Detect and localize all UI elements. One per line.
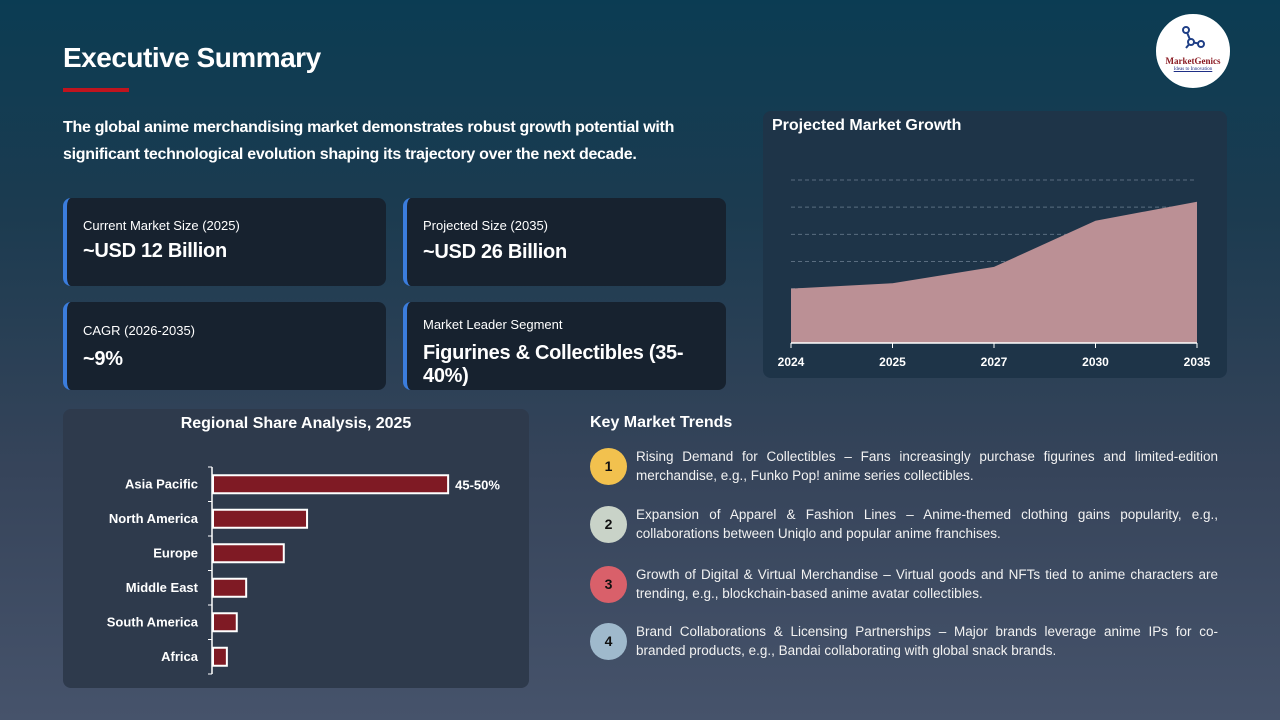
logo-text: MarketGenics	[1165, 56, 1221, 66]
category-label: South America	[107, 614, 199, 629]
chart-title: Projected Market Growth	[772, 117, 962, 134]
trend-text: Brand Collaborations & Licensing Partner…	[636, 624, 1218, 658]
bar	[212, 543, 285, 564]
intro-text: The global anime merchandising market de…	[63, 119, 675, 163]
page-title: Executive Summary	[63, 42, 321, 73]
kpi-card-leader-segment: Market Leader Segment Figurines & Collec…	[403, 302, 726, 390]
trend-number-badge: 4	[590, 623, 627, 660]
kpi-value: ~USD 26 Billion	[423, 241, 567, 263]
kpi-value: Figurines & Collectibles (35-40%)	[423, 342, 684, 387]
x-tick-label: 2025	[879, 355, 906, 369]
kpi-value: ~USD 12 Billion	[83, 240, 227, 262]
x-tick-label: 2035	[1184, 355, 1211, 369]
trend-number-badge: 1	[590, 448, 627, 485]
category-label: Middle East	[126, 580, 199, 595]
area-series	[791, 201, 1197, 343]
data-label: 45-50%	[455, 477, 500, 492]
bar	[212, 612, 238, 633]
kpi-card-cagr: CAGR (2026-2035) ~9%	[63, 302, 386, 390]
kpi-label: Projected Size (2035)	[423, 218, 549, 233]
kpi-label: Market Leader Segment	[423, 317, 563, 332]
chart-title: Regional Share Analysis, 2025	[180, 415, 412, 432]
bar	[212, 508, 309, 529]
projected-growth-panel: Projected Market Growth 2024 2025 2027 2030…	[763, 111, 1227, 378]
trend-number-badge: 2	[590, 506, 627, 543]
trends-title: Key Market Trends	[590, 414, 733, 431]
kpi-label: CAGR (2026-2035)	[83, 323, 195, 338]
category-label: Europe	[153, 545, 198, 560]
trend-text: Rising Demand for Collectibles – Fans in…	[636, 449, 1218, 483]
x-tick-label: 2030	[1082, 355, 1109, 369]
x-tick-label: 2027	[981, 355, 1008, 369]
regional-share-panel: Regional Share Analysis, 2025 Asia Pacif…	[63, 409, 529, 688]
trend-number-badge: 3	[590, 566, 627, 603]
category-label: Asia Pacific	[125, 476, 198, 491]
network-icon	[1182, 26, 1205, 49]
title-underline	[63, 88, 129, 92]
kpi-card-current-size: Current Market Size (2025) ~USD 12 Billi…	[63, 198, 386, 286]
bar	[212, 474, 450, 495]
bar	[212, 577, 248, 598]
area-chart: 2024 2025 2027 2030 2035	[778, 179, 1211, 369]
x-tick-label: 2024	[778, 355, 805, 369]
kpi-label: Current Market Size (2025)	[83, 218, 240, 233]
bar-chart: Asia Pacific 45-50% North America Europe Mid…	[107, 466, 500, 675]
category-label: Africa	[161, 649, 199, 664]
category-label: North America	[109, 511, 199, 526]
trend-text: Growth of Digital & Virtual Merchandise …	[636, 567, 1218, 601]
kpi-value: ~9%	[83, 348, 123, 370]
trend-text: Expansion of Apparel & Fashion Lines – A…	[636, 507, 1218, 541]
bar	[212, 646, 228, 667]
company-logo: MarketGenics Ideas to Innovation	[1155, 13, 1231, 89]
logo-tagline: Ideas to Innovation	[1173, 67, 1213, 72]
kpi-card-projected-size: Projected Size (2035) ~USD 26 Billion	[403, 198, 726, 286]
